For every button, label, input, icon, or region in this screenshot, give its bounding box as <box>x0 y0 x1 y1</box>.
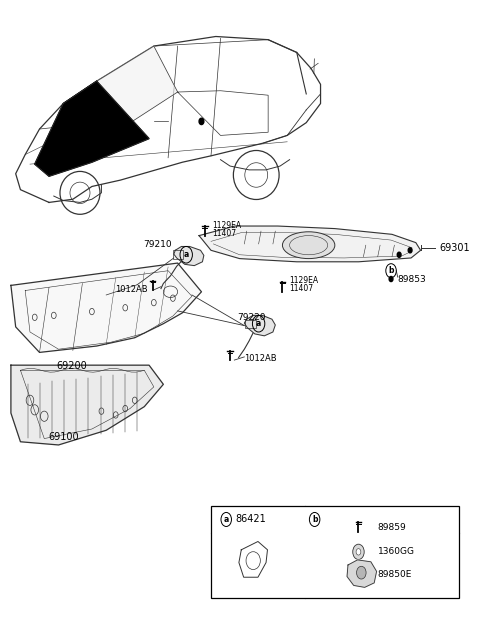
Circle shape <box>199 118 204 124</box>
Circle shape <box>357 566 366 579</box>
Text: 69200: 69200 <box>56 362 87 371</box>
Bar <box>245 320 256 328</box>
Text: 89850E: 89850E <box>378 570 412 579</box>
Polygon shape <box>35 81 149 176</box>
Text: 1129EA: 1129EA <box>289 276 319 285</box>
Circle shape <box>356 549 361 555</box>
Text: 1360GG: 1360GG <box>378 547 415 556</box>
Text: 11407: 11407 <box>212 229 236 238</box>
Text: a: a <box>256 319 261 328</box>
Text: b: b <box>388 266 394 275</box>
Bar <box>211 506 459 598</box>
Text: 79220: 79220 <box>237 313 266 322</box>
Polygon shape <box>96 46 178 129</box>
Polygon shape <box>174 247 204 265</box>
Circle shape <box>397 252 401 257</box>
Text: 69100: 69100 <box>48 431 79 442</box>
Text: 1012AB: 1012AB <box>116 285 148 294</box>
Text: 79210: 79210 <box>144 240 172 249</box>
Text: b: b <box>312 515 317 524</box>
Polygon shape <box>11 263 202 353</box>
Ellipse shape <box>282 232 335 258</box>
Text: 89859: 89859 <box>378 522 406 532</box>
Polygon shape <box>239 542 267 578</box>
Text: a: a <box>183 250 189 259</box>
Polygon shape <box>244 315 276 336</box>
Text: 1012AB: 1012AB <box>244 354 277 363</box>
Polygon shape <box>199 226 420 262</box>
Circle shape <box>389 276 393 281</box>
Text: 1129EA: 1129EA <box>212 221 241 230</box>
Circle shape <box>408 247 412 253</box>
Bar <box>173 250 183 259</box>
Polygon shape <box>16 37 321 203</box>
Polygon shape <box>347 560 377 587</box>
Circle shape <box>353 544 364 560</box>
Text: 89853: 89853 <box>398 274 426 283</box>
Text: a: a <box>224 515 229 524</box>
Text: 86421: 86421 <box>236 515 266 524</box>
Text: 11407: 11407 <box>289 284 314 293</box>
Polygon shape <box>11 365 163 445</box>
Text: 69301: 69301 <box>440 243 470 253</box>
